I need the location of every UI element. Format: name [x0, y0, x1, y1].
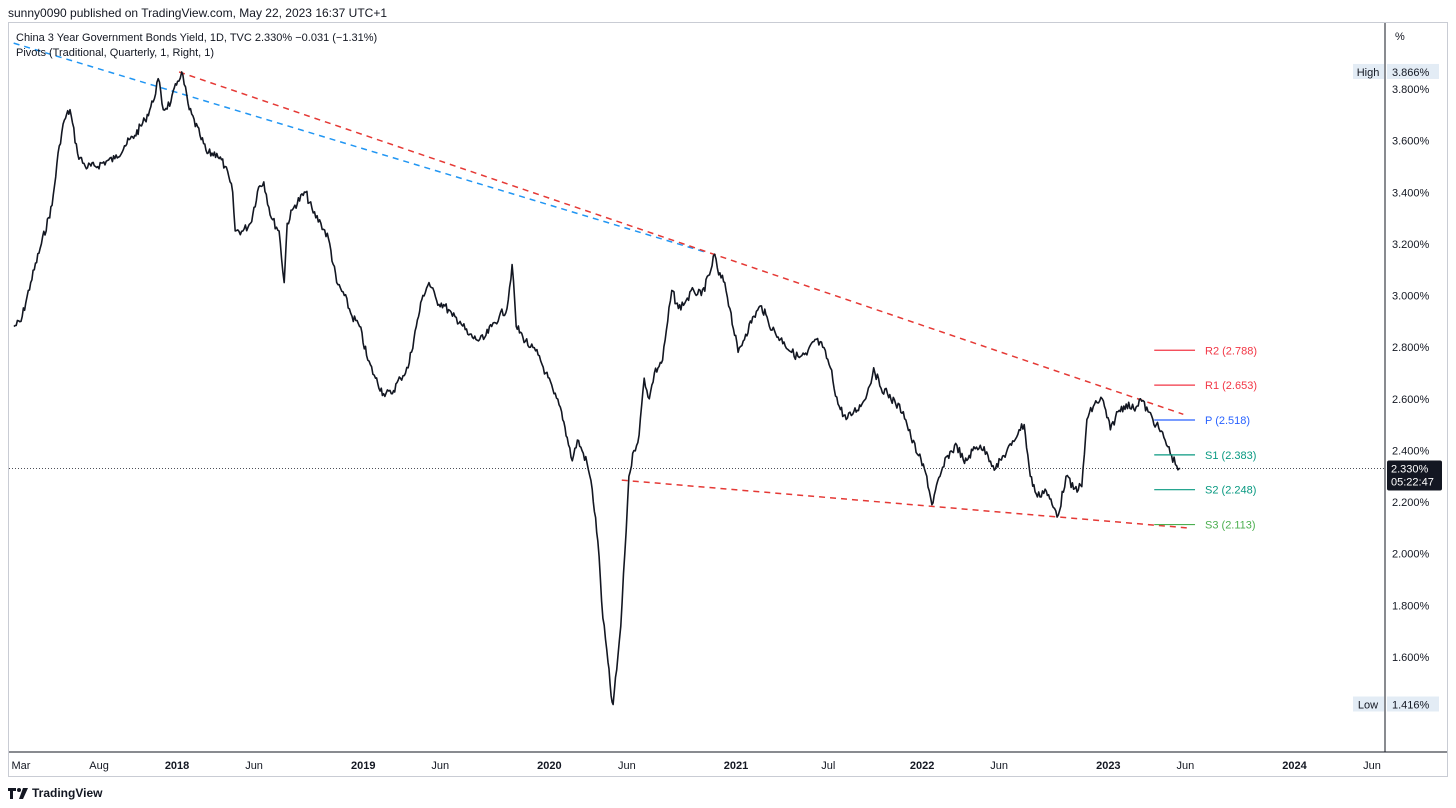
y-tick-label: 2.800%: [1392, 342, 1430, 354]
pivot-label: S3 (2.113): [1205, 520, 1256, 532]
tradingview-logo-icon: [8, 787, 28, 799]
high-value: 3.866%: [1392, 67, 1430, 79]
y-tick-label: 2.000%: [1392, 549, 1430, 561]
tradingview-brand[interactable]: TradingView: [8, 786, 102, 800]
pivot-label: S1 (2.383): [1205, 450, 1256, 462]
trendline-1[interactable]: [3, 40, 705, 253]
last-price-value: 2.330%: [1391, 464, 1429, 476]
x-tick-label: Jul: [821, 760, 835, 772]
chart-legend: China 3 Year Government Bonds Yield, 1D,…: [16, 31, 377, 61]
high-badge: [1353, 63, 1384, 79]
y-tick-label: 3.400%: [1392, 187, 1430, 199]
low-label: Low: [1358, 700, 1378, 712]
y-tick-label: 3.800%: [1392, 84, 1430, 96]
pivots-legend[interactable]: Pivots (Traditional, Quarterly, 1, Right…: [16, 47, 215, 59]
x-tick-label: 2018: [165, 760, 189, 772]
trendline-3[interactable]: [621, 479, 1188, 529]
pivot-label: R1 (2.653): [1205, 380, 1257, 392]
x-tick-label: Mar: [12, 760, 31, 772]
bar-countdown: 05:22:47: [1391, 477, 1434, 489]
price-axis-unit: %: [1395, 31, 1405, 43]
chart-frame: [8, 22, 1448, 777]
pivot-label: P (2.518): [1205, 415, 1250, 427]
x-tick-label: Jun: [1363, 760, 1381, 772]
pivot-label: R2 (2.788): [1205, 345, 1257, 357]
trendline-2[interactable]: [178, 71, 1184, 416]
x-tick-label: 2023: [1096, 760, 1120, 772]
high-value-badge: [1387, 63, 1439, 79]
y-tick-label: 2.400%: [1392, 445, 1430, 457]
y-tick-label: 2.200%: [1392, 497, 1430, 509]
low-badge: [1353, 696, 1384, 712]
y-tick-label: 2.600%: [1392, 394, 1430, 406]
x-tick-label: Jun: [618, 760, 636, 772]
published-info: sunny0090 published on TradingView.com, …: [8, 6, 388, 20]
last-price-badge: [1387, 460, 1442, 491]
low-value-badge: [1387, 696, 1439, 712]
x-tick-label: Aug: [89, 760, 109, 772]
symbol-legend[interactable]: China 3 Year Government Bonds Yield, 1D,…: [16, 32, 378, 44]
yield-series-line[interactable]: [13, 71, 1181, 706]
y-tick-label: 1.800%: [1392, 600, 1430, 612]
x-tick-label: Jun: [1176, 760, 1194, 772]
x-tick-label: 2022: [910, 760, 934, 772]
pivot-label: S2 (2.248): [1205, 485, 1256, 497]
high-label: High: [1357, 67, 1380, 79]
y-tick-label: 1.600%: [1392, 652, 1430, 664]
x-tick-label: 2019: [351, 760, 375, 772]
y-tick-label: 3.000%: [1392, 291, 1430, 303]
y-tick-label: 3.600%: [1392, 136, 1430, 148]
x-tick-label: 2021: [724, 760, 748, 772]
brand-name: TradingView: [32, 786, 103, 800]
low-value: 1.416%: [1392, 700, 1430, 712]
y-tick-label: 3.200%: [1392, 239, 1430, 251]
x-tick-label: Jun: [990, 760, 1008, 772]
x-tick-label: Jun: [245, 760, 263, 772]
x-tick-label: Jun: [431, 760, 449, 772]
x-tick-label: 2024: [1282, 760, 1307, 772]
x-tick-label: 2020: [537, 760, 561, 772]
